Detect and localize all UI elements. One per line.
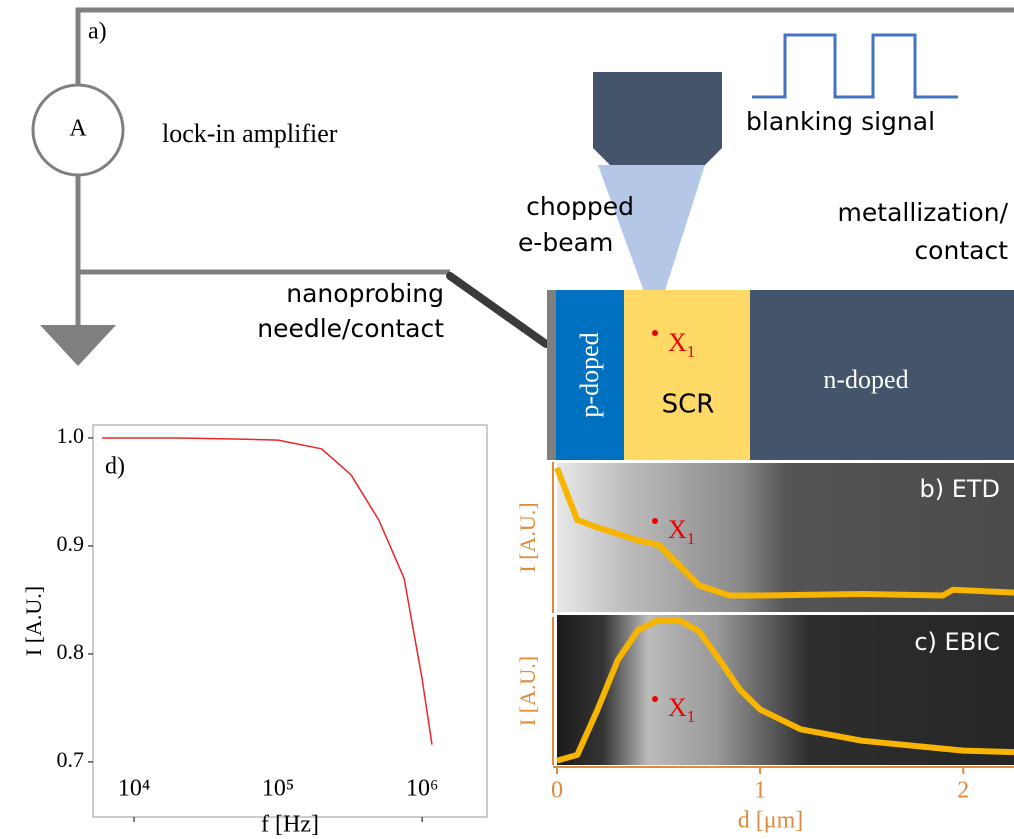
x-tick-label: 1 bbox=[754, 778, 766, 804]
panel-label: b) ETD bbox=[919, 475, 1000, 503]
amplifier-label: lock-in amplifier bbox=[162, 119, 338, 148]
point-sub: 1 bbox=[687, 529, 696, 548]
x-tick-label: 0 bbox=[551, 778, 563, 804]
y-tick-label: 0.9 bbox=[57, 531, 85, 556]
needle-label: nanoprobing bbox=[286, 279, 444, 308]
y-tick-label: 1.0 bbox=[57, 423, 85, 448]
beam-label: chopped bbox=[526, 192, 634, 221]
scr-region bbox=[624, 290, 750, 460]
ammeter-label: A bbox=[69, 116, 87, 142]
x-tick-label: 10⁶ bbox=[406, 776, 438, 802]
beam-label: e-beam bbox=[518, 228, 613, 257]
wiring bbox=[33, 10, 1014, 330]
y-tick-label: 0.7 bbox=[57, 747, 85, 772]
x-axis-label: d [μm] bbox=[738, 808, 804, 834]
x-axis-label: f [Hz] bbox=[261, 812, 319, 838]
plot-frame bbox=[93, 425, 487, 817]
needle bbox=[450, 276, 546, 344]
blanking-label: blanking signal bbox=[746, 107, 935, 136]
panel-label: c) EBIC bbox=[914, 628, 1000, 656]
x-tick-label: 10⁴ bbox=[118, 776, 150, 802]
y-tick-label: 0.8 bbox=[57, 639, 85, 664]
x-tick-label: 10⁵ bbox=[262, 776, 294, 802]
point-dot bbox=[652, 518, 658, 524]
y-axis-label: I [A.U.] bbox=[515, 502, 540, 572]
region-label: n-doped bbox=[823, 365, 908, 394]
point-dot bbox=[652, 696, 658, 702]
region-label: SCR bbox=[662, 390, 715, 420]
panel-label: d) bbox=[105, 454, 125, 480]
y-axis-label: I [A.U.] bbox=[21, 586, 46, 656]
point-sub: 1 bbox=[687, 342, 696, 361]
e-gun bbox=[593, 72, 722, 165]
panel-label: a) bbox=[88, 19, 107, 45]
figure: a) A lock-in amplifier blanking signal c… bbox=[0, 0, 1014, 839]
data-line bbox=[102, 438, 432, 745]
point-name: X bbox=[668, 693, 687, 722]
region-label: p-doped bbox=[575, 332, 604, 417]
point-dot bbox=[652, 330, 658, 336]
y-axis-label: I [A.U.] bbox=[515, 656, 540, 726]
point-name: X bbox=[668, 515, 687, 544]
metal-label: metallization/ bbox=[838, 198, 1009, 227]
metal-label: contact bbox=[914, 236, 1008, 265]
blanking-signal bbox=[752, 35, 958, 97]
point-sub: 1 bbox=[687, 707, 696, 726]
x-tick-label: 2 bbox=[957, 778, 969, 804]
needle-label: needle/contact bbox=[257, 314, 444, 343]
ground-arrow bbox=[40, 325, 116, 366]
contact bbox=[547, 290, 556, 460]
point-name: X bbox=[668, 328, 687, 357]
